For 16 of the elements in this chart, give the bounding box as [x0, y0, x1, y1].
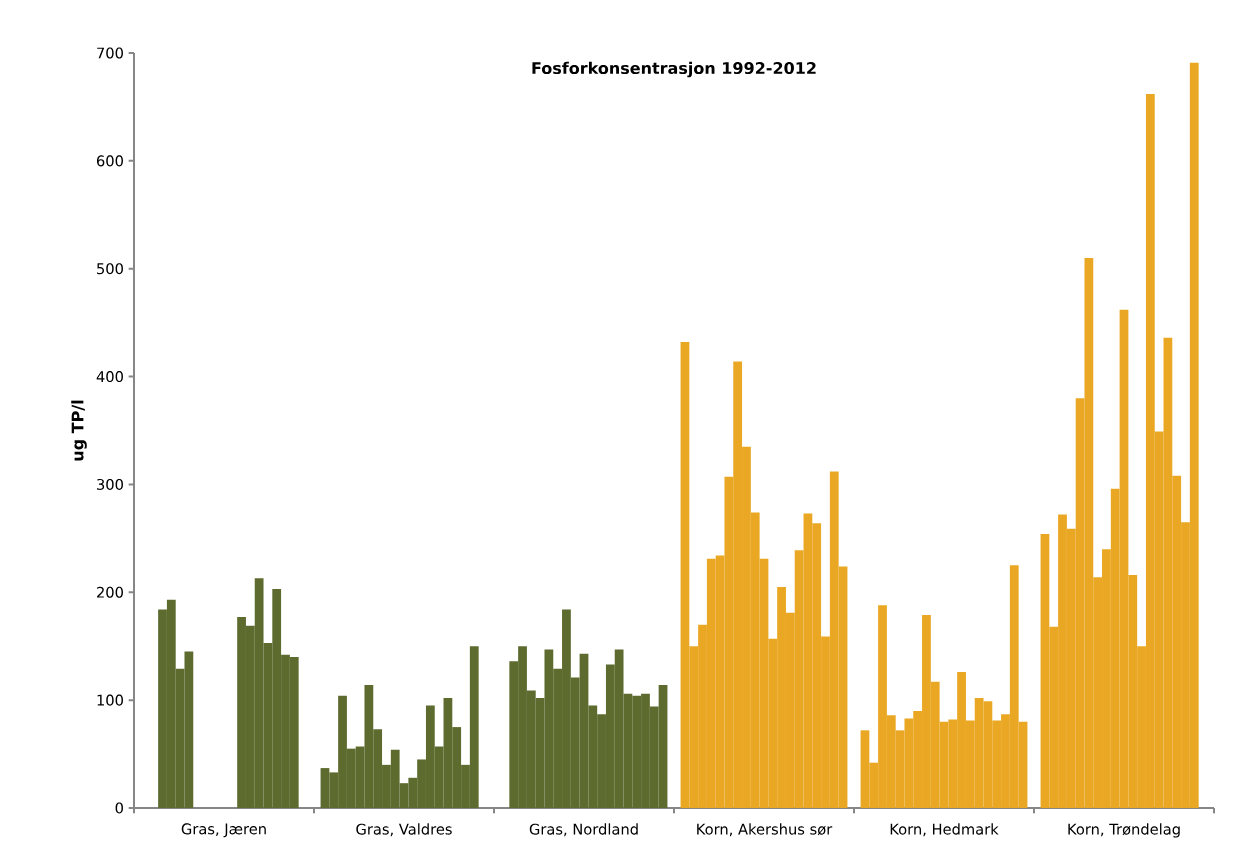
y-tick-label: 500 — [97, 263, 123, 275]
text: Fosforkonsentrasjon 1992-2012 — [532, 61, 816, 78]
y-tick-label: 600 — [96, 155, 123, 167]
x-tick-label: Korn, Hedmark — [890, 823, 999, 837]
x-tick-label: Korn, Akershus sør — [697, 823, 833, 837]
x-tick-label: Gras, Valdres — [356, 823, 452, 837]
x-tick-label: Gras, Nordland — [529, 823, 638, 837]
y-tick-label: 400 — [96, 371, 123, 383]
y-tick-label: 700 — [97, 47, 123, 59]
y-tick-label: 200 — [97, 586, 123, 598]
y-tick-label: 300 — [97, 478, 123, 490]
y-axis-title: ug TP/l — [71, 400, 87, 461]
x-tick-label: Gras, Jæren — [181, 823, 266, 838]
y-tick-label: 100 — [97, 694, 123, 706]
y-tick-label: 0 — [115, 802, 123, 814]
x-tick-label: Korn, Trøndelag — [1068, 823, 1180, 838]
